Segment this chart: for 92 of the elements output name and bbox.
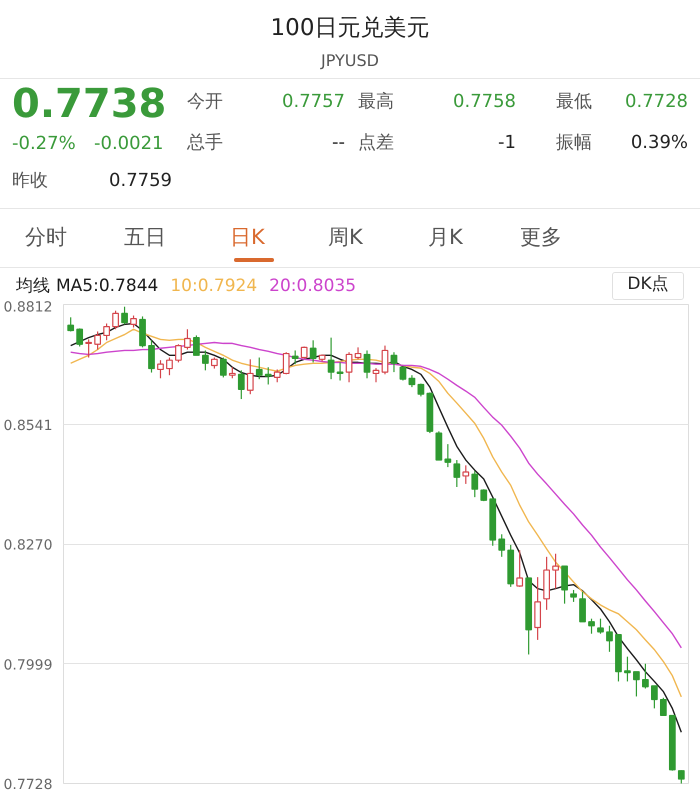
candlestick — [228, 366, 236, 379]
candlestick — [202, 350, 209, 371]
text: 日K — [230, 225, 266, 250]
candlestick — [561, 565, 568, 604]
candlestick — [175, 344, 182, 363]
text: 点差 — [358, 132, 395, 153]
candlestick — [597, 618, 604, 634]
text: -- — [331, 132, 345, 153]
candlestick — [570, 589, 577, 602]
candlestick — [444, 444, 452, 468]
candlestick — [238, 370, 245, 400]
text: 分时 — [25, 225, 68, 250]
candlestick — [354, 346, 362, 360]
chart-title: 100日元兑美元 — [270, 15, 430, 42]
candlestick — [157, 360, 164, 379]
candlestick — [264, 366, 272, 386]
text: 10:0.7924 — [170, 276, 258, 296]
text: 0.7759 — [108, 170, 172, 191]
candlestick — [85, 338, 92, 358]
candlestick — [642, 663, 649, 690]
text: DK点 — [626, 274, 670, 294]
candlestick — [193, 334, 200, 356]
candlestick — [220, 356, 227, 378]
candlestick — [678, 770, 685, 784]
text: -1 — [497, 132, 516, 153]
y-tick-label: 0.8270 — [4, 538, 53, 554]
text: -0.27% — [12, 133, 77, 154]
candlestick — [650, 685, 658, 709]
y-tick-label: 0.8812 — [4, 300, 53, 316]
candlestick — [624, 656, 631, 682]
candlestick — [184, 328, 191, 350]
y-tick-label: 0.8541 — [4, 418, 53, 434]
candlestick — [310, 340, 317, 363]
text: 周K — [328, 225, 364, 250]
candlestick — [274, 368, 281, 383]
candlestick — [67, 316, 74, 332]
candlestick — [300, 346, 308, 360]
text: 0.7738 — [12, 81, 168, 127]
candlestick — [112, 310, 119, 330]
text: 五日 — [124, 225, 167, 250]
text: 0.7758 — [452, 91, 516, 112]
candlestick — [364, 350, 370, 379]
candlestick — [292, 350, 299, 365]
text: MA5:0.7844 — [56, 276, 158, 296]
candlestick — [418, 382, 424, 398]
candlestick — [94, 330, 102, 350]
candlestick — [400, 366, 406, 382]
candlestick — [148, 340, 155, 374]
candlestick — [660, 697, 667, 716]
candlestick — [346, 352, 352, 383]
candlestick — [462, 464, 470, 485]
candlestick — [103, 322, 110, 341]
text: 20:0.8035 — [269, 276, 356, 296]
candlestick — [166, 356, 173, 376]
candlestick — [471, 470, 478, 498]
candlestick — [246, 358, 254, 395]
candlestick — [606, 625, 613, 652]
candlestick — [121, 306, 128, 325]
candlestick — [588, 618, 595, 634]
text: 最高 — [358, 91, 395, 112]
candlestick — [633, 671, 640, 698]
text: 月K — [428, 225, 464, 250]
candlestick — [336, 362, 344, 382]
chart-subtitle: JPYUSD — [319, 51, 380, 70]
candlestick — [76, 328, 84, 348]
y-tick-label: 0.7999 — [4, 657, 53, 674]
candlestick — [516, 550, 524, 588]
text: 更多 — [520, 225, 563, 250]
candlestick — [372, 368, 380, 383]
text: 0.39% — [630, 132, 688, 153]
text: 0.7728 — [624, 91, 688, 112]
candlestick — [328, 337, 334, 380]
y-tick-label: 0.7728 — [4, 777, 53, 791]
candlestick — [579, 591, 586, 622]
text: 最低 — [556, 91, 593, 112]
legend-title: 均线 — [16, 276, 50, 296]
text: -0.0021 — [94, 133, 164, 154]
candlestick — [408, 374, 416, 388]
text: 昨收 — [12, 170, 49, 191]
candlestick — [130, 314, 137, 328]
text: 今开 — [187, 91, 224, 112]
candlestick — [552, 553, 559, 590]
candlestick — [256, 356, 263, 380]
text: 振幅 — [556, 132, 593, 153]
text: 总手 — [187, 132, 224, 153]
text: 0.7757 — [281, 91, 345, 112]
candlestick — [390, 352, 398, 373]
candlestick — [210, 356, 218, 370]
candlestick — [382, 344, 388, 375]
candlestick — [498, 534, 506, 558]
candlestick — [453, 459, 460, 488]
candlestick — [282, 352, 290, 375]
